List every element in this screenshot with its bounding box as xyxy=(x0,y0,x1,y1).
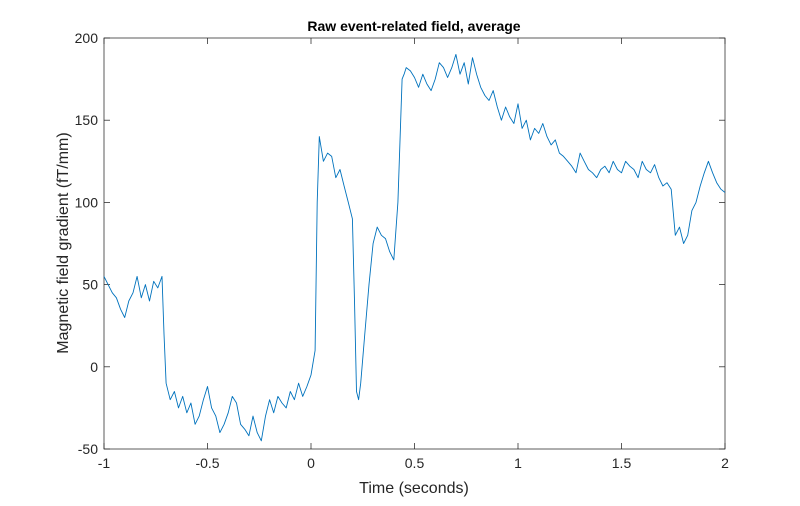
x-tick-label: 0 xyxy=(307,455,315,471)
y-tick-label: 100 xyxy=(75,194,99,210)
x-tick-label: 0.5 xyxy=(405,455,425,471)
plot-area: -1 -0.5 0 0.5 1 1.5 2 -50 0 50 100 150 200 xyxy=(75,30,729,471)
y-tick-label: 150 xyxy=(75,112,99,128)
x-tick-label: -1 xyxy=(98,455,111,471)
y-tick-label: 0 xyxy=(90,359,98,375)
x-tick-label: 2 xyxy=(721,455,729,471)
y-tick-label: 50 xyxy=(82,277,98,293)
y-tick-label: 200 xyxy=(75,30,99,46)
series-line-0 xyxy=(103,53,726,442)
x-tick-label: 1.5 xyxy=(612,455,632,471)
y-axis-label: Magnetic field gradient (fT/mm) xyxy=(55,132,72,353)
y-tick-label: -50 xyxy=(78,441,98,457)
x-axis-label: Time (seconds) xyxy=(359,480,469,497)
x-tick-label: 1 xyxy=(514,455,522,471)
axes-box xyxy=(103,37,726,450)
chart-title: Raw event-related field, average xyxy=(307,18,520,34)
x-tick-label: -0.5 xyxy=(195,455,219,471)
